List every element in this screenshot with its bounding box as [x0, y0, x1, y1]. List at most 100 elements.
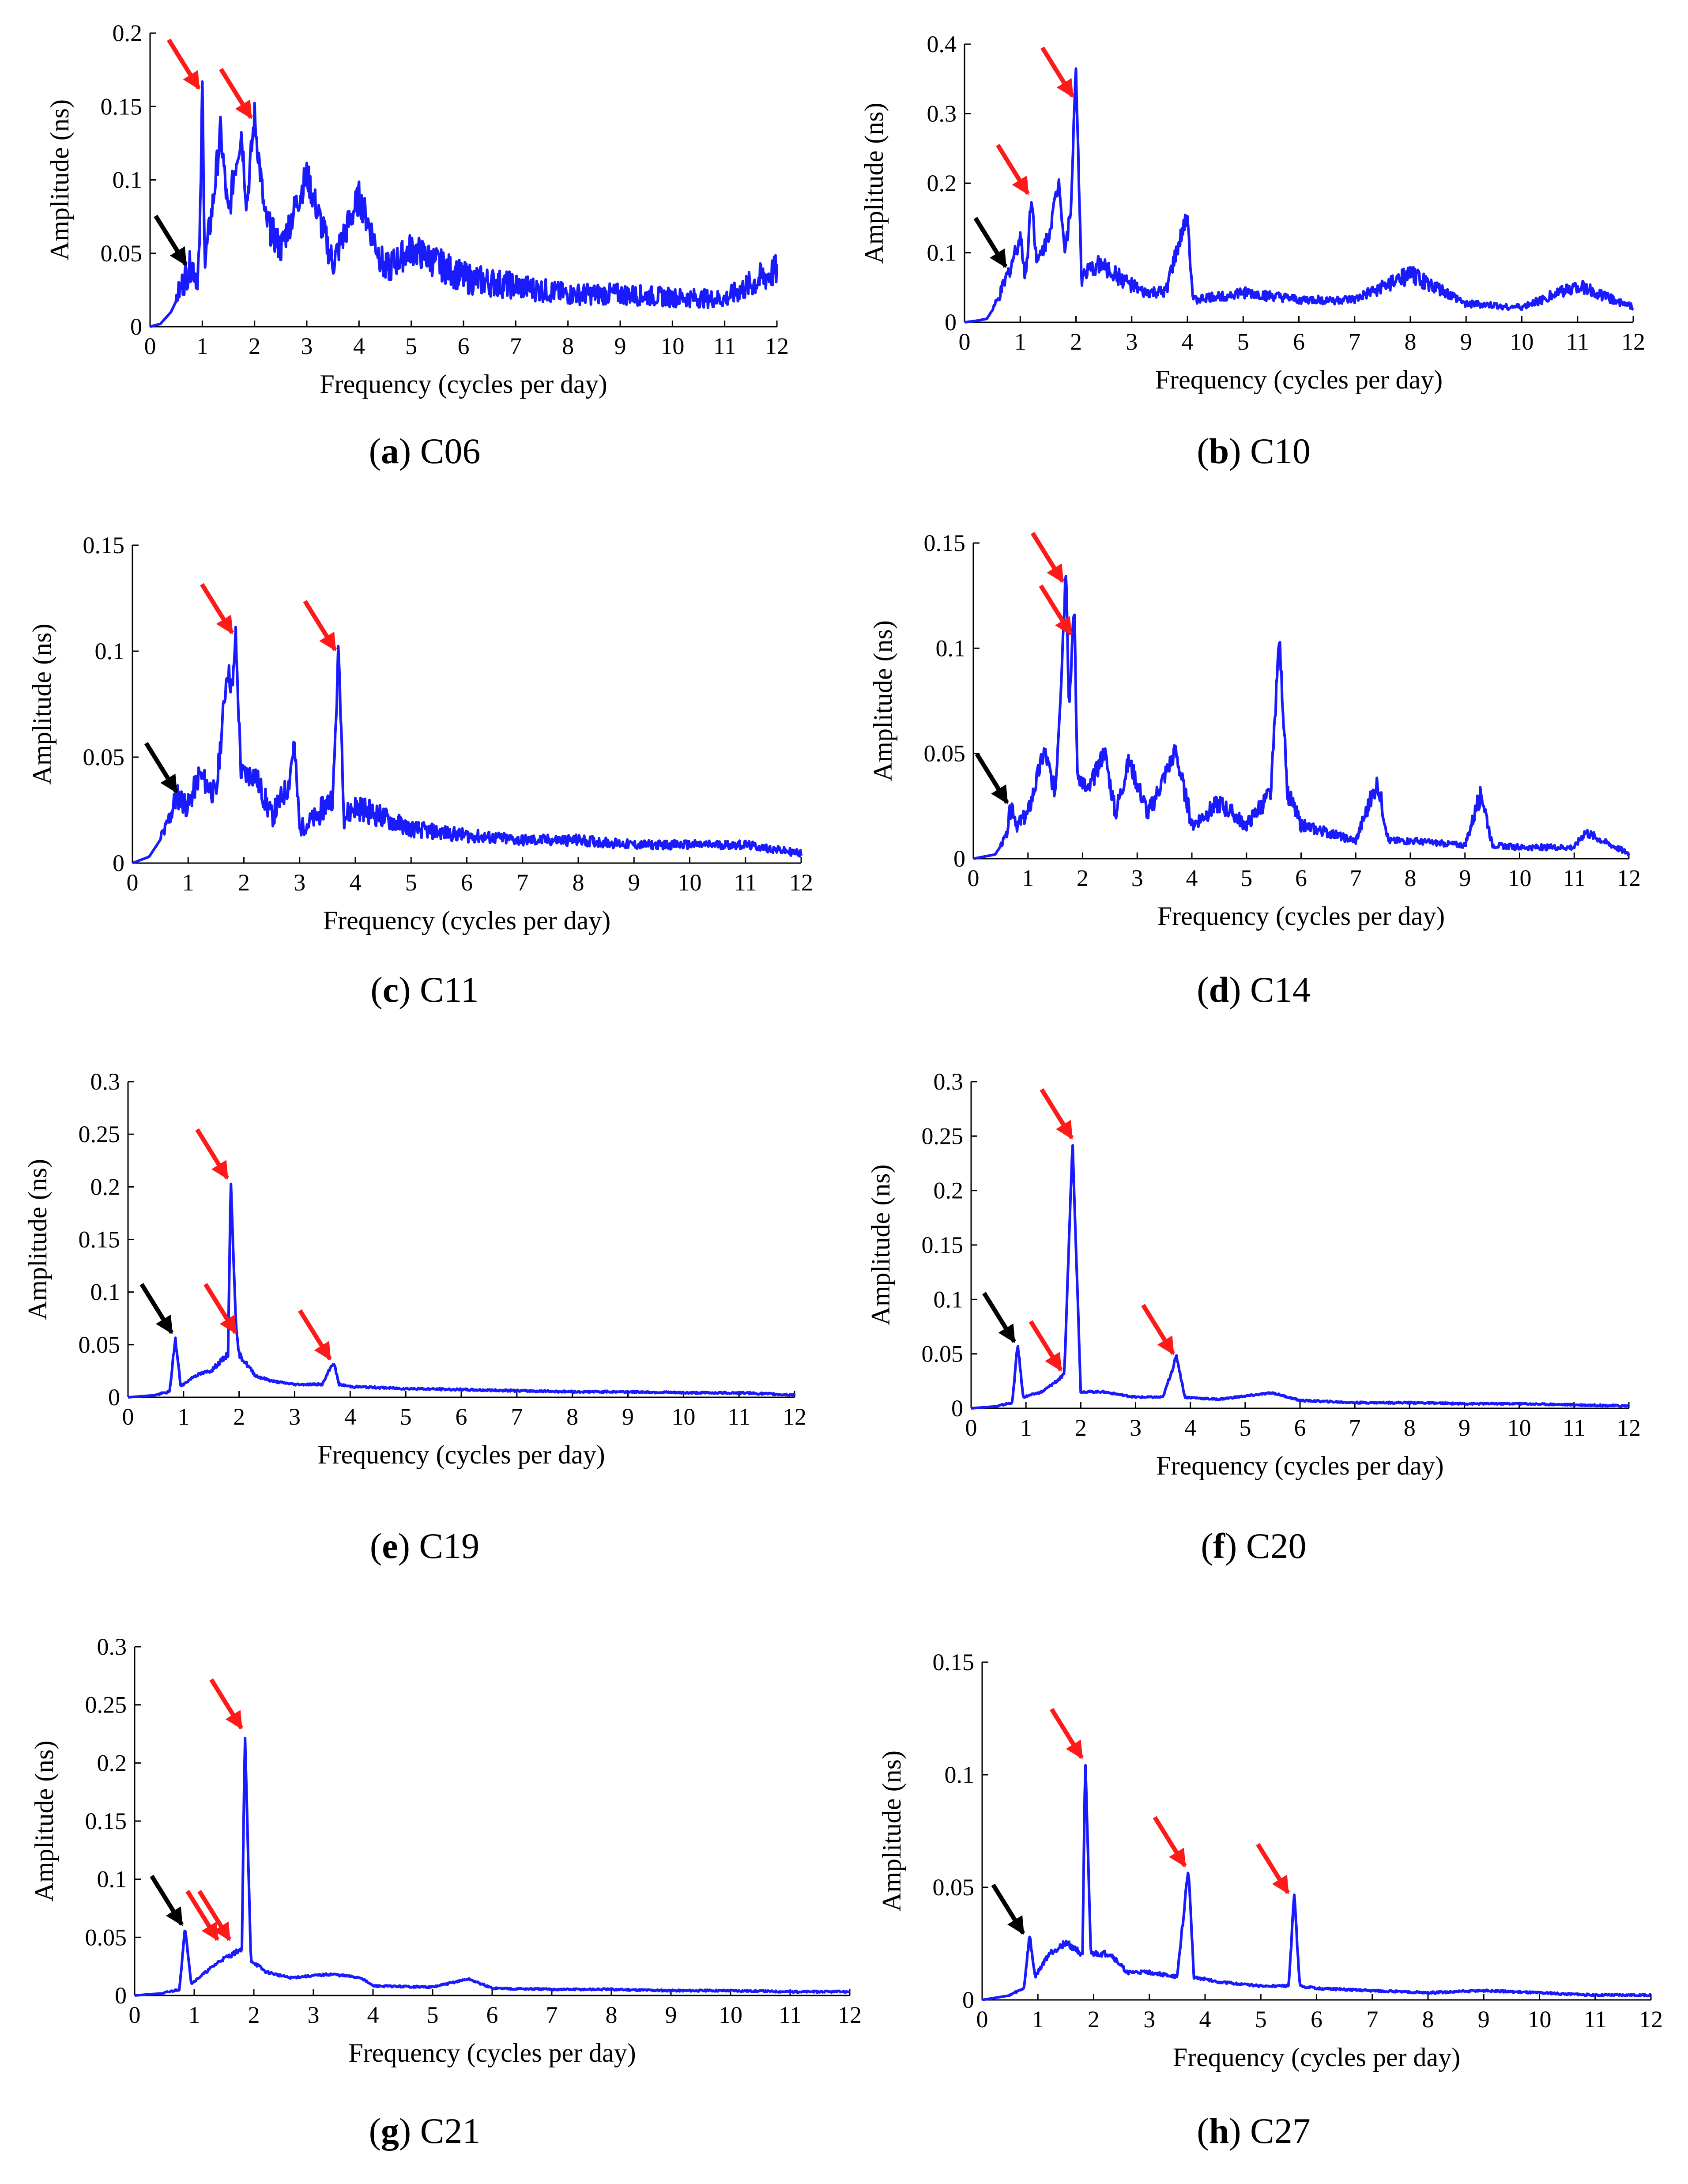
- x-tick-label: 6: [1295, 865, 1307, 891]
- x-tick-label: 0: [129, 2002, 141, 2028]
- x-axis-label: Frequency (cycles per day): [317, 1440, 605, 1469]
- x-tick-label: 9: [614, 333, 626, 359]
- x-tick-label: 5: [405, 869, 417, 896]
- x-tick-label: 6: [458, 333, 470, 359]
- y-tick-label: 0.15: [922, 1232, 964, 1258]
- y-tick-label: 0.1: [927, 240, 957, 266]
- x-tick-label: 6: [1311, 2006, 1323, 2033]
- chart-panel-g: 0 1 2 3 4 5 6 7 8 9 10 11 1200.050.10.150.20.250.3Fr…: [30, 1633, 862, 2067]
- x-tick-label: 4: [344, 1403, 356, 1430]
- red-annotation-arrow: [303, 600, 337, 652]
- y-tick-label: 0.3: [90, 1068, 121, 1095]
- y-tick-label: 0.2: [113, 20, 143, 46]
- x-tick-label: 1: [1022, 865, 1034, 891]
- red-annotation-arrow: [298, 1309, 332, 1361]
- x-tick-label: 12: [838, 2002, 862, 2028]
- y-tick-label: 0.05: [85, 1924, 127, 1950]
- red-annotation-arrow: [203, 1283, 237, 1335]
- y-tick-label: 0.15: [933, 1649, 975, 1675]
- y-tick-label: 0: [953, 845, 965, 872]
- spectrum-series-line: [149, 80, 778, 328]
- black-annotation-arrow: [154, 215, 188, 266]
- y-tick-label: 0.1: [113, 167, 143, 193]
- x-tick-label: 4: [1182, 328, 1194, 355]
- x-tick-label: 2: [1075, 1415, 1087, 1441]
- x-tick-label: 2: [248, 2002, 260, 2028]
- x-tick-label: 5: [1240, 865, 1252, 891]
- x-axis-label: Frequency (cycles per day): [323, 906, 610, 935]
- x-tick-label: 9: [1478, 2006, 1490, 2033]
- x-tick-label: 8: [1404, 1415, 1416, 1441]
- x-tick-label: 3: [301, 333, 313, 359]
- y-tick-label: 0.2: [97, 1750, 127, 1776]
- x-tick-label: 0: [144, 333, 156, 359]
- x-tick-label: 11: [1566, 328, 1589, 355]
- chart-panel-a: 0 1 2 3 4 5 6 7 8 9 10 11 1200.050.10.150.2Frequency…: [45, 20, 789, 399]
- y-tick-label: 0: [951, 1395, 963, 1422]
- x-tick-label: 7: [516, 869, 528, 896]
- x-tick-label: 3: [1131, 865, 1143, 891]
- caption-panel-c: (c) C11: [370, 969, 479, 1010]
- red-annotation-arrow: [1040, 46, 1074, 98]
- black-annotation-arrow: [144, 742, 178, 793]
- x-tick-label: 8: [1405, 328, 1417, 355]
- x-tick-label: 0: [122, 1403, 134, 1430]
- y-tick-label: 0.25: [85, 1692, 127, 1718]
- red-annotation-arrow: [209, 1678, 243, 1730]
- spectrum-series-line: [127, 1182, 796, 1399]
- x-tick-label: 1: [177, 1403, 189, 1430]
- x-axis-label: Frequency (cycles per day): [348, 2038, 636, 2067]
- x-tick-label: 10: [1528, 2006, 1552, 2033]
- x-tick-label: 4: [1184, 1415, 1196, 1441]
- x-tick-label: 3: [294, 869, 305, 896]
- y-tick-label: 0.1: [95, 638, 125, 664]
- red-annotation-arrow: [195, 1128, 230, 1180]
- x-tick-label: 5: [400, 1403, 412, 1430]
- y-tick-label: 0.05: [101, 240, 143, 267]
- x-tick-label: 9: [628, 869, 640, 896]
- x-tick-label: 12: [1621, 328, 1645, 355]
- red-annotation-arrow: [1030, 532, 1065, 583]
- red-annotation-arrow: [1029, 1320, 1063, 1372]
- x-axis-label: Frequency (cycles per day): [1155, 365, 1443, 394]
- y-tick-label: 0.05: [933, 1874, 975, 1901]
- x-tick-label: 2: [1088, 2006, 1100, 2033]
- caption-panel-f: (f) C20: [1201, 1526, 1307, 1566]
- x-tick-label: 7: [1350, 865, 1362, 891]
- x-tick-label: 12: [1617, 865, 1641, 891]
- x-tick-label: 2: [233, 1403, 245, 1430]
- x-tick-label: 11: [1584, 2006, 1607, 2033]
- x-axis-label: Frequency (cycles per day): [320, 370, 607, 399]
- x-tick-label: 1: [1032, 2006, 1044, 2033]
- x-tick-label: 8: [573, 869, 584, 896]
- spectrum-series-line: [964, 67, 1634, 324]
- x-tick-label: 4: [350, 869, 362, 896]
- y-tick-label: 0.05: [83, 744, 125, 770]
- x-tick-label: 8: [1422, 2006, 1434, 2033]
- caption-panel-e: (e) C19: [369, 1526, 480, 1566]
- x-tick-label: 6: [461, 869, 473, 896]
- x-tick-label: 1: [188, 2002, 200, 2028]
- x-tick-label: 11: [734, 869, 757, 896]
- caption-panel-a: (a) C06: [369, 431, 481, 471]
- chart-panel-f: 0 1 2 3 4 5 6 7 8 9 10 11 1200.050.10.150.20.250.3Fr…: [866, 1068, 1641, 1480]
- y-axis-label: Amplitude (ns): [868, 620, 897, 781]
- x-tick-label: 11: [1563, 865, 1586, 891]
- x-tick-label: 0: [965, 1415, 977, 1441]
- red-annotation-arrow: [166, 38, 201, 90]
- x-tick-label: 1: [1014, 328, 1026, 355]
- y-tick-label: 0: [962, 1987, 974, 2013]
- y-tick-label: 0.1: [97, 1866, 127, 1893]
- x-axis-label: Frequency (cycles per day): [1156, 1451, 1443, 1480]
- y-tick-label: 0.25: [79, 1121, 121, 1147]
- y-tick-label: 0.15: [924, 530, 966, 556]
- spectrum-series-line: [981, 1764, 1652, 2001]
- x-tick-label: 10: [1508, 865, 1532, 891]
- black-annotation-arrow: [150, 1875, 184, 1926]
- red-annotation-arrow: [200, 583, 234, 634]
- y-tick-label: 0.4: [927, 31, 957, 57]
- x-axis-label: Frequency (cycles per day): [1157, 902, 1445, 931]
- x-tick-label: 10: [1510, 328, 1534, 355]
